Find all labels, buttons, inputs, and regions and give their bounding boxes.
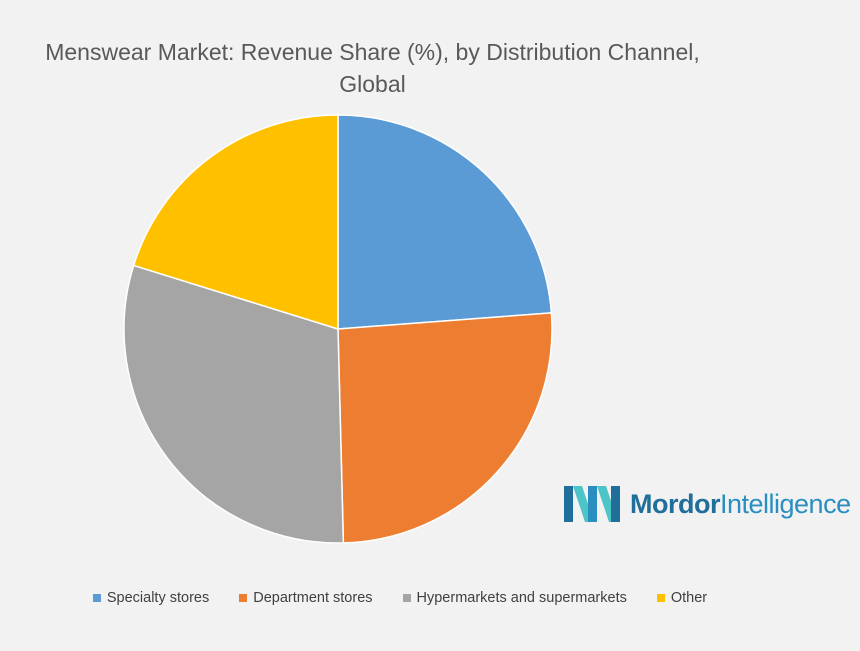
legend-item: Department stores	[239, 590, 373, 606]
legend-swatch	[239, 594, 248, 602]
pie-slices	[123, 114, 553, 544]
legend-item: Specialty stores	[92, 590, 210, 606]
chart-title-line-1: Menswear Market: Revenue Share (%), by D…	[45, 39, 700, 65]
legend-swatch	[656, 594, 665, 602]
pie-slice-department-stores	[337, 312, 553, 544]
legend-item: Hypermarkets and supermarkets	[402, 590, 627, 606]
legend-swatch	[92, 594, 101, 602]
legend-swatch	[402, 594, 411, 602]
pie-slice-other	[132, 114, 339, 331]
legend-label: Specialty stores	[106, 590, 210, 606]
chart-title-line-2: Global	[339, 71, 406, 97]
legend-label: Other	[670, 590, 708, 606]
mordor-intelligence-logo: MordorIntelligence	[564, 486, 851, 522]
pie-slice-hypermarkets-and-supermarkets	[123, 264, 345, 544]
logo-wordmark: MordorIntelligence	[630, 489, 851, 520]
legend-item: Other	[656, 590, 708, 606]
legend-label: Hypermarkets and supermarkets	[416, 590, 627, 606]
chart-title: Menswear Market: Revenue Share (%), by D…	[0, 36, 745, 100]
legend-label: Department stores	[253, 590, 373, 606]
pie-slice-specialty-stores	[337, 114, 553, 330]
logo-text-bold: Mordor	[630, 488, 720, 519]
chart-legend: Specialty stores Department stores Hyperma…	[0, 590, 800, 606]
logo-text-regular: Intelligence	[719, 488, 851, 519]
logo-mark-icon	[564, 486, 620, 522]
